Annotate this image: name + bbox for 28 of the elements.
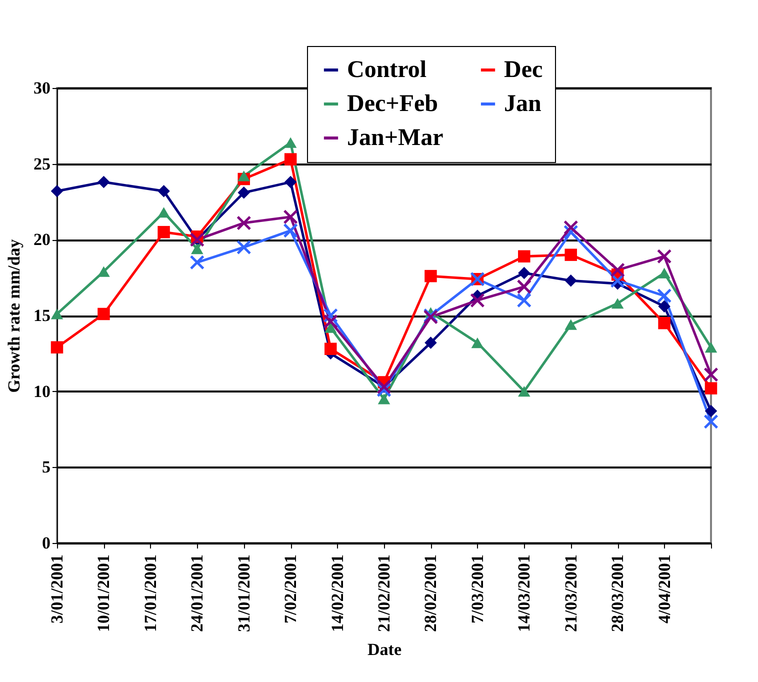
legend-label: Dec xyxy=(504,57,543,83)
x-tick-label: 7/02/2001 xyxy=(281,554,300,624)
x-tick-label: 21/03/2001 xyxy=(561,554,580,632)
y-axis-title: Growth rate mm/day xyxy=(4,238,24,393)
y-tick-label: 25 xyxy=(34,154,50,174)
x-tick-label: 14/02/2001 xyxy=(328,554,347,632)
x-tick-label: 31/01/2001 xyxy=(234,554,254,632)
x-tick-label: 14/03/2001 xyxy=(514,554,534,632)
legend-label: Jan+Mar xyxy=(347,125,444,151)
x-axis-title: Date xyxy=(368,640,402,659)
y-tick-label: 30 xyxy=(34,78,50,98)
x-tick-label: 17/01/2001 xyxy=(140,554,160,632)
legend-label: Dec+Feb xyxy=(347,91,438,117)
y-tick-label: 5 xyxy=(42,458,50,477)
x-tick-label: 3/01/2001 xyxy=(48,554,66,624)
x-tick-label: 28/02/2001 xyxy=(421,554,440,632)
y-tick-label: 10 xyxy=(34,382,50,401)
x-tick-label: 24/01/2001 xyxy=(188,554,207,632)
legend-label: Jan xyxy=(504,91,542,117)
y-tick-label: 0 xyxy=(42,534,50,552)
y-tick-label: 15 xyxy=(34,306,50,325)
x-tick-label: 4/04/2001 xyxy=(654,554,674,624)
x-tick-label: 7/03/2001 xyxy=(468,554,487,624)
y-tick-label: 20 xyxy=(34,230,50,250)
x-tick-label: 10/01/2001 xyxy=(94,554,114,632)
x-tick-label: 21/02/2001 xyxy=(374,554,394,632)
x-tick-label: 28/03/2001 xyxy=(608,554,628,632)
legend-label: Control xyxy=(347,57,427,83)
